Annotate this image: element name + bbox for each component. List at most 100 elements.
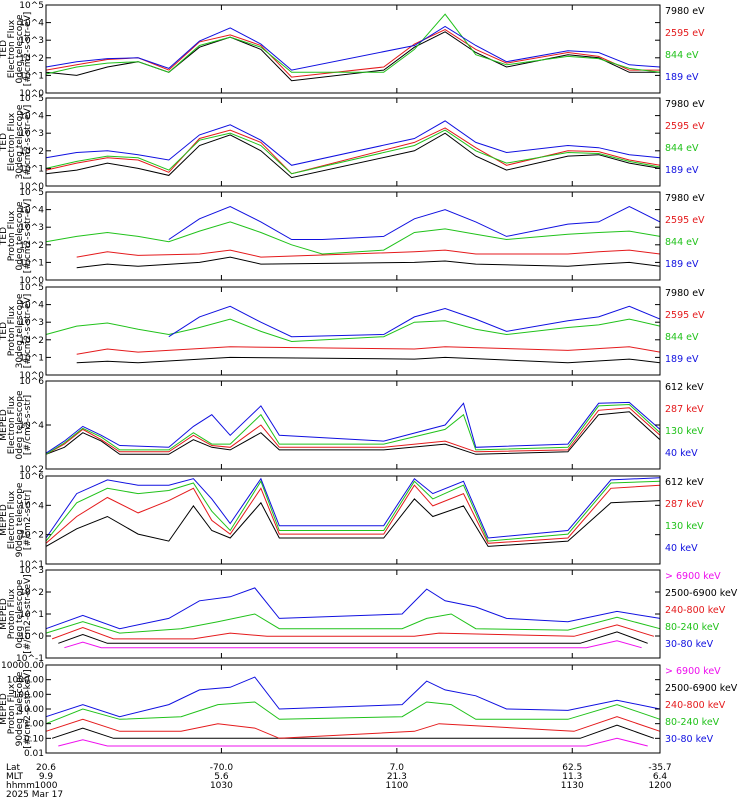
y-tick-label-1-2: 10^1 (19, 71, 44, 81)
y-tick-label-8-1: 0.01 (24, 749, 44, 759)
row-label-mlt: MLT (6, 772, 24, 782)
panel-1: 7980 eV 2595 eV 844 eV 189 eV 10^0 10^1 10^2 10… (0, 1, 705, 99)
x-value-lat-2: -70.0 (210, 763, 234, 773)
series-line-7-1 (64, 640, 642, 649)
panel-frame-8 (45, 664, 661, 754)
series-label-8-4: 80-240 keV (665, 717, 720, 728)
y-tick-label-2-2: 10^1 (19, 164, 44, 174)
series-line-5-1 (45, 411, 661, 455)
series-label-4-1: 7980 eV (665, 288, 705, 299)
panel-frame-4 (45, 286, 661, 376)
y-tick-label-8-3: 1.00 (24, 720, 44, 730)
series-label-3-2: 2595 eV (665, 215, 705, 226)
y-tick-label-3-3: 10^2 (19, 241, 44, 251)
row-label-hhmm: hhmm (6, 781, 35, 791)
series-label-2-4: 189 eV (665, 165, 699, 176)
panel-frame-7 (45, 569, 661, 659)
y-tick-label-4-6: 10^5 (19, 283, 44, 293)
y-tick-label-4-1: 10^0 (19, 371, 44, 381)
x-value-lat-3: 7.0 (390, 763, 405, 773)
series-label-6-2: 287 keV (665, 499, 704, 510)
y-tick-label-3-1: 10^0 (19, 276, 44, 286)
y-axis-label-6: MEPEDElectron Flux90deg telescope[#/cm2-… (0, 482, 33, 557)
series-label-4-3: 844 eV (665, 332, 699, 343)
y-axis-label-7: MEPEDProton Flux0deg telescope[#/cm2-s-s… (0, 574, 33, 653)
series-label-7-5: 30-80 keV (665, 639, 714, 650)
y-tick-label-6-1: 10^1 (19, 560, 44, 570)
series-label-7-4: 80-240 keV (665, 622, 720, 633)
y-tick-label-5-2: 10^4 (19, 421, 44, 431)
row-label-lat: Lat (6, 763, 21, 773)
panel-frame-1 (45, 4, 661, 94)
y-tick-label-3-2: 10^1 (19, 258, 44, 268)
panel-5: 612 keV 287 keV 130 keV 40 keV 10^2 10^4 10^6 M… (0, 377, 704, 475)
panel-frame-2 (45, 97, 661, 187)
y-tick-label-7-3: 10^1 (19, 610, 44, 620)
series-line-4-3 (45, 318, 661, 343)
series-line-8-5 (45, 676, 661, 718)
series-line-8-2 (51, 724, 655, 739)
x-value-mlt-1: 9.9 (39, 772, 54, 782)
y-tick-label-8-6: 1000.00 (7, 676, 44, 686)
series-line-6-1 (45, 498, 661, 547)
x-value-hhmm-3: 1100 (385, 781, 408, 791)
x-value-hhmm-2: 1030 (210, 781, 233, 791)
panel-6: 612 keV 287 keV 130 keV 40 keV 10^1 10^2 10^4 1… (0, 472, 704, 570)
x-value-lat-5: -35.7 (648, 763, 671, 773)
y-tick-label-5-1: 10^2 (19, 465, 44, 475)
y-tick-label-1-5: 10^4 (19, 19, 44, 29)
panel-frame-3 (45, 191, 661, 281)
y-tick-label-4-3: 10^2 (19, 336, 44, 346)
series-line-6-2 (45, 484, 661, 544)
x-value-mlt-3: 21.3 (387, 772, 407, 782)
series-label-1-1: 7980 eV (665, 6, 705, 17)
panels-group: 7980 eV 2595 eV 844 eV 189 eV 10^0 10^1 10^2 10… (0, 1, 738, 759)
y-tick-label-3-4: 10^3 (19, 223, 44, 233)
series-label-4-4: 189 eV (665, 354, 699, 365)
x-value-hhmm-5: 1200 (649, 781, 672, 791)
series-line-2-4 (45, 120, 661, 166)
series-label-8-3: 240-800 keV (665, 700, 726, 711)
series-label-8-5: 30-80 keV (665, 734, 714, 745)
y-tick-label-3-6: 10^5 (19, 188, 44, 198)
panel-4: 7980 eV 2595 eV 844 eV 189 eV 10^0 10^1 10^2 10… (0, 283, 705, 381)
series-label-7-3: 240-800 keV (665, 605, 726, 616)
y-tick-label-7-4: 10^2 (19, 588, 44, 598)
series-line-1-3 (45, 13, 661, 75)
series-line-5-3 (45, 403, 661, 455)
series-line-4-1 (76, 356, 661, 364)
x-axis-labels: Lat MLT hhmm 2025 Mar 17 20.6 -70.0 7.0 62.… (6, 763, 672, 800)
y-tick-label-1-4: 10^3 (19, 36, 44, 46)
y-tick-label-7-2: 10^0 (19, 632, 44, 642)
series-label-5-1: 612 keV (665, 382, 704, 393)
x-value-mlt-4: 11.3 (562, 772, 582, 782)
y-axis-label-8: MEPEDProton Flux90deg telescope[#/cm2-s-… (0, 669, 33, 748)
y-tick-label-8-4: 10.00 (18, 705, 44, 715)
y-tick-label-8-7: 10000.00 (1, 661, 44, 671)
series-label-1-4: 189 eV (665, 72, 699, 83)
series-line-3-3 (45, 221, 661, 255)
y-axis-label-2: TEDElectron Flux30deg telescope[#/cm2-s-… (0, 104, 33, 179)
series-line-6-3 (45, 480, 661, 542)
y-tick-label-4-4: 10^3 (19, 318, 44, 328)
series-line-7-2 (58, 631, 648, 644)
series-line-1-1 (45, 31, 660, 82)
series-line-2-1 (45, 132, 661, 179)
series-label-3-3: 844 eV (665, 237, 699, 248)
x-value-lat-1: 20.6 (36, 763, 56, 773)
series-label-5-3: 130 keV (665, 426, 704, 437)
series-line-8-1 (58, 737, 648, 747)
x-value-hhmm-1: 1000 (35, 781, 58, 791)
series-label-2-1: 7980 eV (665, 99, 705, 110)
series-line-2-2 (45, 127, 661, 175)
series-label-5-4: 40 keV (665, 448, 698, 459)
y-tick-label-4-5: 10^4 (19, 301, 44, 311)
x-value-mlt-2: 5.6 (214, 772, 229, 782)
series-label-2-3: 844 eV (665, 143, 699, 154)
x-value-hhmm-4: 1130 (561, 781, 584, 791)
panel-7: > 6900 keV 2500-6900 keV 240-800 keV 80-240… (0, 566, 738, 664)
y-tick-label-2-5: 10^4 (19, 112, 44, 122)
series-line-5-2 (45, 407, 661, 455)
panel-2: 7980 eV 2595 eV 844 eV 189 eV 10^0 10^1 10^2 10… (0, 94, 705, 192)
